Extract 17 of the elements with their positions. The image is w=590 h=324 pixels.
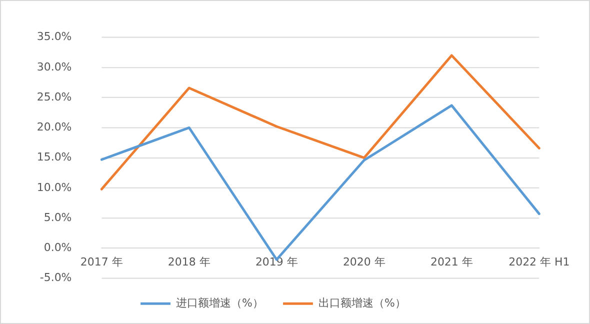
y-tick-label: 5.0% (44, 210, 72, 224)
legend-label: 出口额增速（%） (318, 296, 406, 310)
y-tick-label: 25.0% (36, 90, 72, 104)
x-tick-label: 2021 年 (430, 256, 473, 269)
x-tick-label: 2022 年 H1 (508, 256, 570, 269)
y-tick-label: 30.0% (36, 60, 72, 74)
x-tick-label: 2019 年 (255, 256, 298, 269)
x-tick-label: 2017 年 (80, 256, 123, 269)
legend-label: 进口额增速（%） (176, 296, 264, 310)
x-tick-label: 2020 年 (342, 256, 386, 269)
y-tick-label: 0.0% (44, 241, 72, 254)
y-tick-label: 10.0% (36, 180, 72, 194)
x-tick-label: 2018 年 (168, 256, 210, 269)
y-tick-label: 20.0% (36, 120, 72, 134)
y-tick-label: -5.0% (40, 271, 72, 284)
y-tick-label: 15.0% (36, 150, 72, 164)
y-tick-label: 35.0% (36, 30, 72, 44)
